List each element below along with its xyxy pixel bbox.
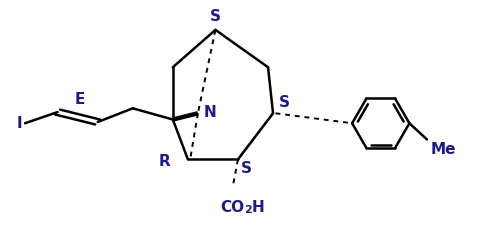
Text: CO: CO [220, 200, 244, 215]
Text: S: S [279, 95, 290, 110]
Text: N: N [204, 105, 216, 120]
Text: I: I [17, 116, 23, 131]
Text: R: R [159, 154, 170, 169]
Text: S: S [240, 161, 252, 176]
Text: 2: 2 [244, 205, 252, 215]
Text: Me: Me [431, 142, 456, 157]
Text: H: H [252, 200, 264, 215]
Text: E: E [75, 92, 85, 107]
Text: S: S [210, 9, 221, 24]
